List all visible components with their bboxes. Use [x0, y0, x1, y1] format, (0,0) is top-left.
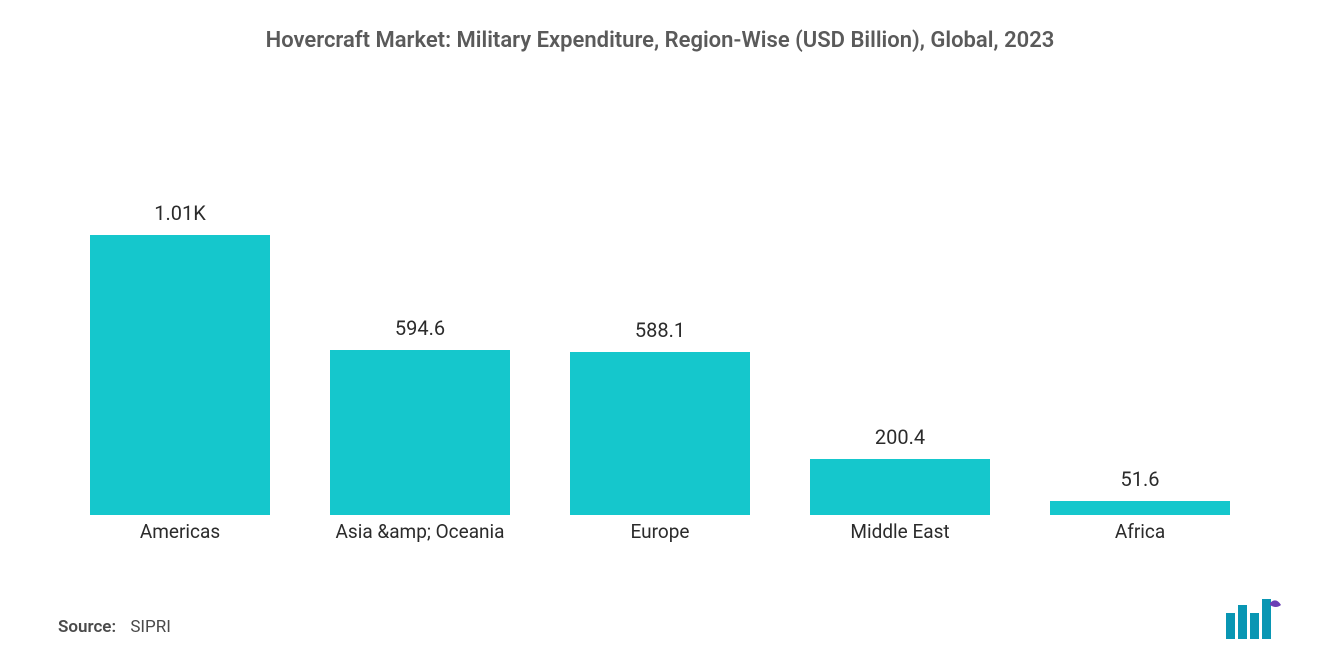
- brand-logo-icon: [1224, 599, 1282, 643]
- x-axis-labels: AmericasAsia &amp; OceaniaEuropeMiddle E…: [60, 520, 1260, 543]
- bar-rect: [330, 350, 510, 515]
- x-axis-category-label: Africa: [1020, 520, 1260, 543]
- bar-rect: [810, 459, 990, 515]
- chart-plot-area: 1.01K 594.6 588.1 200.4 51.6: [60, 110, 1260, 515]
- bar-value-label: 200.4: [875, 425, 925, 449]
- bars-row: 1.01K 594.6 588.1 200.4 51.6: [60, 110, 1260, 515]
- bar-slot: 1.01K: [60, 110, 300, 515]
- source-attribution: Source: SIPRI: [58, 617, 171, 637]
- bar-rect: [90, 235, 270, 515]
- x-axis-category-label: Europe: [540, 520, 780, 543]
- bar-slot: 200.4: [780, 110, 1020, 515]
- source-text: SIPRI: [130, 617, 171, 637]
- x-axis-category-label: Middle East: [780, 520, 1020, 543]
- bar-slot: 51.6: [1020, 110, 1260, 515]
- bar-value-label: 51.6: [1121, 467, 1160, 491]
- bar-value-label: 594.6: [395, 316, 445, 340]
- x-axis-category-label: Americas: [60, 520, 300, 543]
- bar-rect: [1050, 501, 1230, 515]
- chart-title: Hovercraft Market: Military Expenditure,…: [0, 0, 1320, 53]
- x-axis-category-label: Asia &amp; Oceania: [300, 520, 540, 543]
- bar-slot: 588.1: [540, 110, 780, 515]
- bar-rect: [570, 352, 750, 515]
- bar-value-label: 1.01K: [154, 201, 206, 225]
- source-label: Source:: [58, 617, 116, 637]
- bar-slot: 594.6: [300, 110, 540, 515]
- chart-container: Hovercraft Market: Military Expenditure,…: [0, 0, 1320, 665]
- bar-value-label: 588.1: [635, 318, 685, 342]
